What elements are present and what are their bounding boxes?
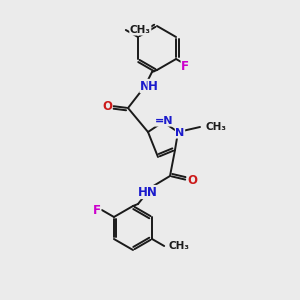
Text: H: H — [148, 80, 158, 92]
Text: HN: HN — [138, 185, 158, 199]
Text: CH₃: CH₃ — [168, 241, 189, 251]
Text: CH₃: CH₃ — [206, 122, 227, 132]
Text: O: O — [187, 173, 197, 187]
Text: N: N — [140, 80, 150, 92]
Text: N: N — [176, 128, 184, 138]
Text: =N: =N — [155, 116, 173, 126]
Text: F: F — [181, 59, 189, 73]
Text: F: F — [93, 203, 101, 217]
Text: O: O — [102, 100, 112, 112]
Text: CH₃: CH₃ — [130, 25, 151, 35]
